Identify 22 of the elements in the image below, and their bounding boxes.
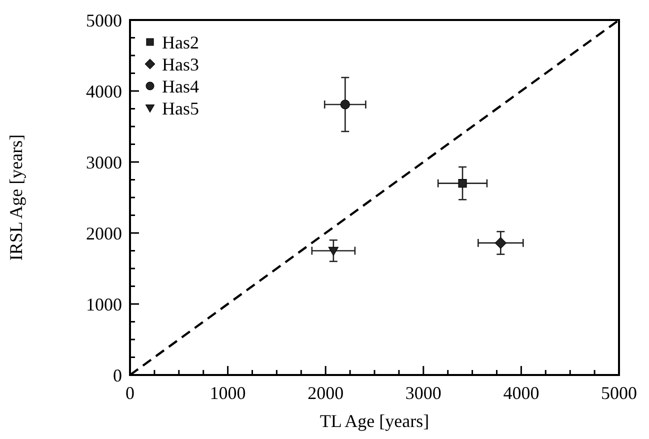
- x-tick-label: 0: [126, 383, 134, 403]
- point: [494, 237, 506, 249]
- x-tick-label: 4000: [503, 383, 540, 403]
- legend-label: Has2: [162, 32, 199, 52]
- x-axis-title: TL Age [years]: [320, 411, 430, 431]
- legend-label: Has5: [162, 98, 199, 118]
- x-tick-label: 1000: [210, 383, 246, 403]
- point: [458, 179, 467, 188]
- y-axis-title: IRSL Age [years]: [6, 134, 26, 261]
- point: [328, 246, 339, 256]
- x-tick-label: 2000: [308, 383, 344, 403]
- y-tick-label: 5000: [86, 10, 122, 30]
- y-tick-label: 4000: [86, 81, 122, 102]
- legend-label: Has3: [162, 54, 199, 74]
- y-tick-label: 2000: [86, 223, 122, 244]
- y-tick-label: 0: [113, 365, 122, 386]
- x-tick-label: 3000: [405, 383, 442, 403]
- point: [340, 100, 350, 110]
- y-tick-label: 3000: [86, 152, 122, 172]
- legend-label: Has4: [162, 76, 199, 96]
- y-tick-label: 1000: [86, 294, 122, 314]
- x-tick-label: 5000: [601, 383, 637, 403]
